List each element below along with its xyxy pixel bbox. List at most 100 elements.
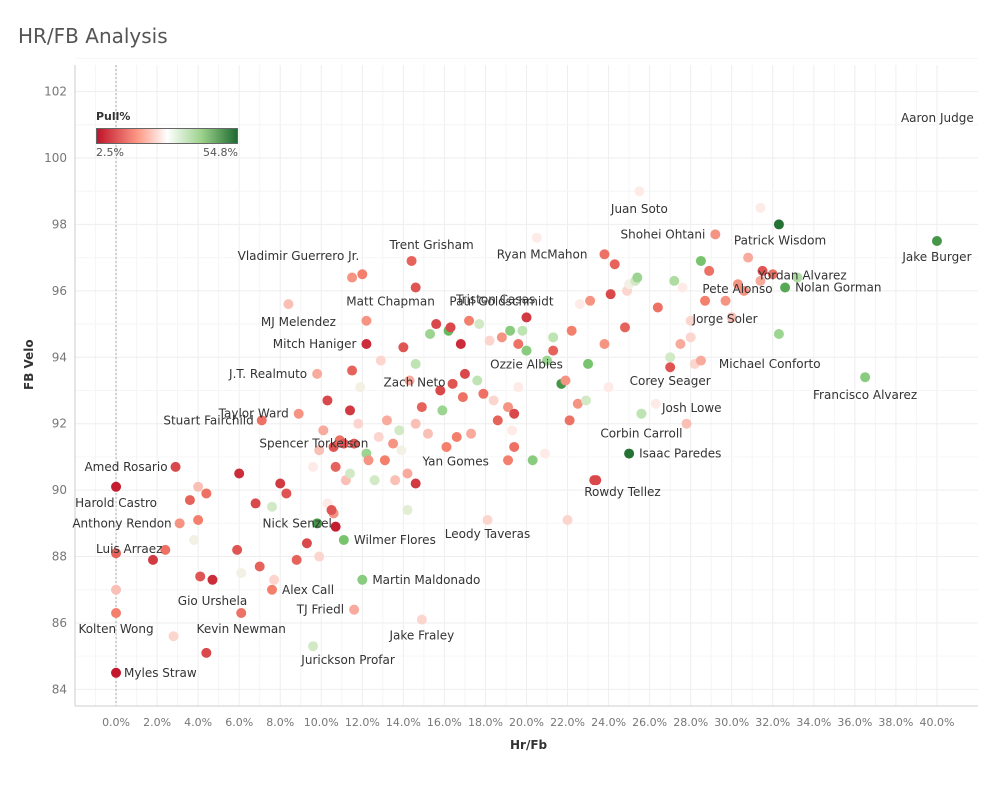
scatter-point [330,521,341,532]
scatter-point [402,505,413,516]
scatter-point [710,229,721,240]
point-label: Shohei Ohtani [621,227,706,241]
scatter-point [308,641,319,652]
scatter-point [111,608,122,619]
point-label: Mitch Haniger [273,337,357,351]
scatter-point [369,475,380,486]
scatter-point [685,332,696,343]
point-label: J.T. Realmuto [228,367,307,381]
scatter-point [326,505,337,516]
scatter-point [548,345,559,356]
point-label: Trent Grisham [388,238,473,252]
scatter-point [410,418,421,429]
point-label: Kolten Wong [78,622,153,636]
point-label: Michael Conforto [719,357,821,371]
scatter-point [312,518,323,529]
scatter-point [111,667,122,678]
scatter-point [599,249,610,260]
scatter-point [410,358,421,369]
scatter-point [431,319,442,330]
point-label: Nick Senzel [263,516,332,530]
scatter-point [338,438,349,449]
scatter-point [347,272,358,283]
scatter-point [482,515,493,526]
scatter-point [931,236,942,247]
scatter-point [232,544,243,555]
scatter-point [328,441,339,452]
scatter-point [318,425,329,436]
scatter-point [160,544,171,555]
scatter-point [193,515,204,526]
x-tick-label: 2.0% [143,716,171,729]
x-tick-label: 0.0% [102,716,130,729]
scatter-point [174,518,185,529]
scatter-point [425,329,436,340]
scatter-point [437,405,448,416]
scatter-point [459,368,470,379]
scatter-point [564,415,575,426]
scatter-point [236,568,247,579]
scatter-point [792,272,803,283]
x-tick-label: 40.0% [919,716,954,729]
scatter-point [605,289,616,300]
scatter-point [624,448,635,459]
scatter-point [484,335,495,346]
point-label: Matt Chapman [346,294,435,308]
scatter-point [373,431,384,442]
scatter-point [147,554,158,565]
scatter-point [195,571,206,582]
scatter-point [503,455,514,466]
point-label: Juan Soto [610,202,668,216]
scatter-point [755,202,766,213]
scatter-point [330,461,341,472]
point-label: Triston Casas [455,293,535,307]
point-label: Corbin Carroll [600,427,682,441]
scatter-point [355,382,366,393]
scatter-point [620,322,631,333]
scatter-point [402,468,413,479]
point-label: Vladimir Guerrero Jr. [238,249,360,263]
scatter-point [234,468,245,479]
scatter-point [632,272,643,283]
scatter-point [665,362,676,373]
point-label: Gio Urshela [178,594,247,608]
scatter-point [700,295,711,306]
scatter-point [677,282,688,293]
x-tick-label: 24.0% [591,716,626,729]
y-tick-label: 102 [44,85,67,99]
pull-legend[interactable]: Pull% 2.5% 54.8% [96,110,246,159]
y-tick-label: 90 [52,483,67,497]
scatter-point [193,481,204,492]
scatter-point [267,501,278,512]
scatter-point [589,475,600,486]
scatter-point [111,584,122,595]
scatter-point [464,315,475,326]
point-label: Amed Rosario [84,460,167,474]
point-label: Stuart Fairchild [163,413,253,427]
scatter-point [488,395,499,406]
scatter-point [189,534,200,545]
scatter-point [732,279,743,290]
point-label: Paul Goldschmidt [449,294,553,308]
scatter-point [236,608,247,619]
point-label: Wilmer Flores [354,533,436,547]
scatter-point [267,584,278,595]
scatter-point [275,478,286,489]
scatter-point [685,315,696,326]
point-label: Martin Maldonado [372,573,480,587]
scatter-point [422,428,433,439]
scatter-point [322,395,333,406]
scatter-point [283,299,294,310]
scatter-point [394,425,405,436]
scatter-point [581,395,592,406]
scatter-point [357,269,368,280]
scatter-point [416,402,427,413]
x-tick-label: 8.0% [266,716,294,729]
scatter-point [314,445,325,456]
point-label: Yan Gomes [421,454,488,468]
scatter-point [695,355,706,366]
point-label: Harold Castro [75,496,157,510]
scatter-point [527,455,538,466]
scatter-point [720,295,731,306]
